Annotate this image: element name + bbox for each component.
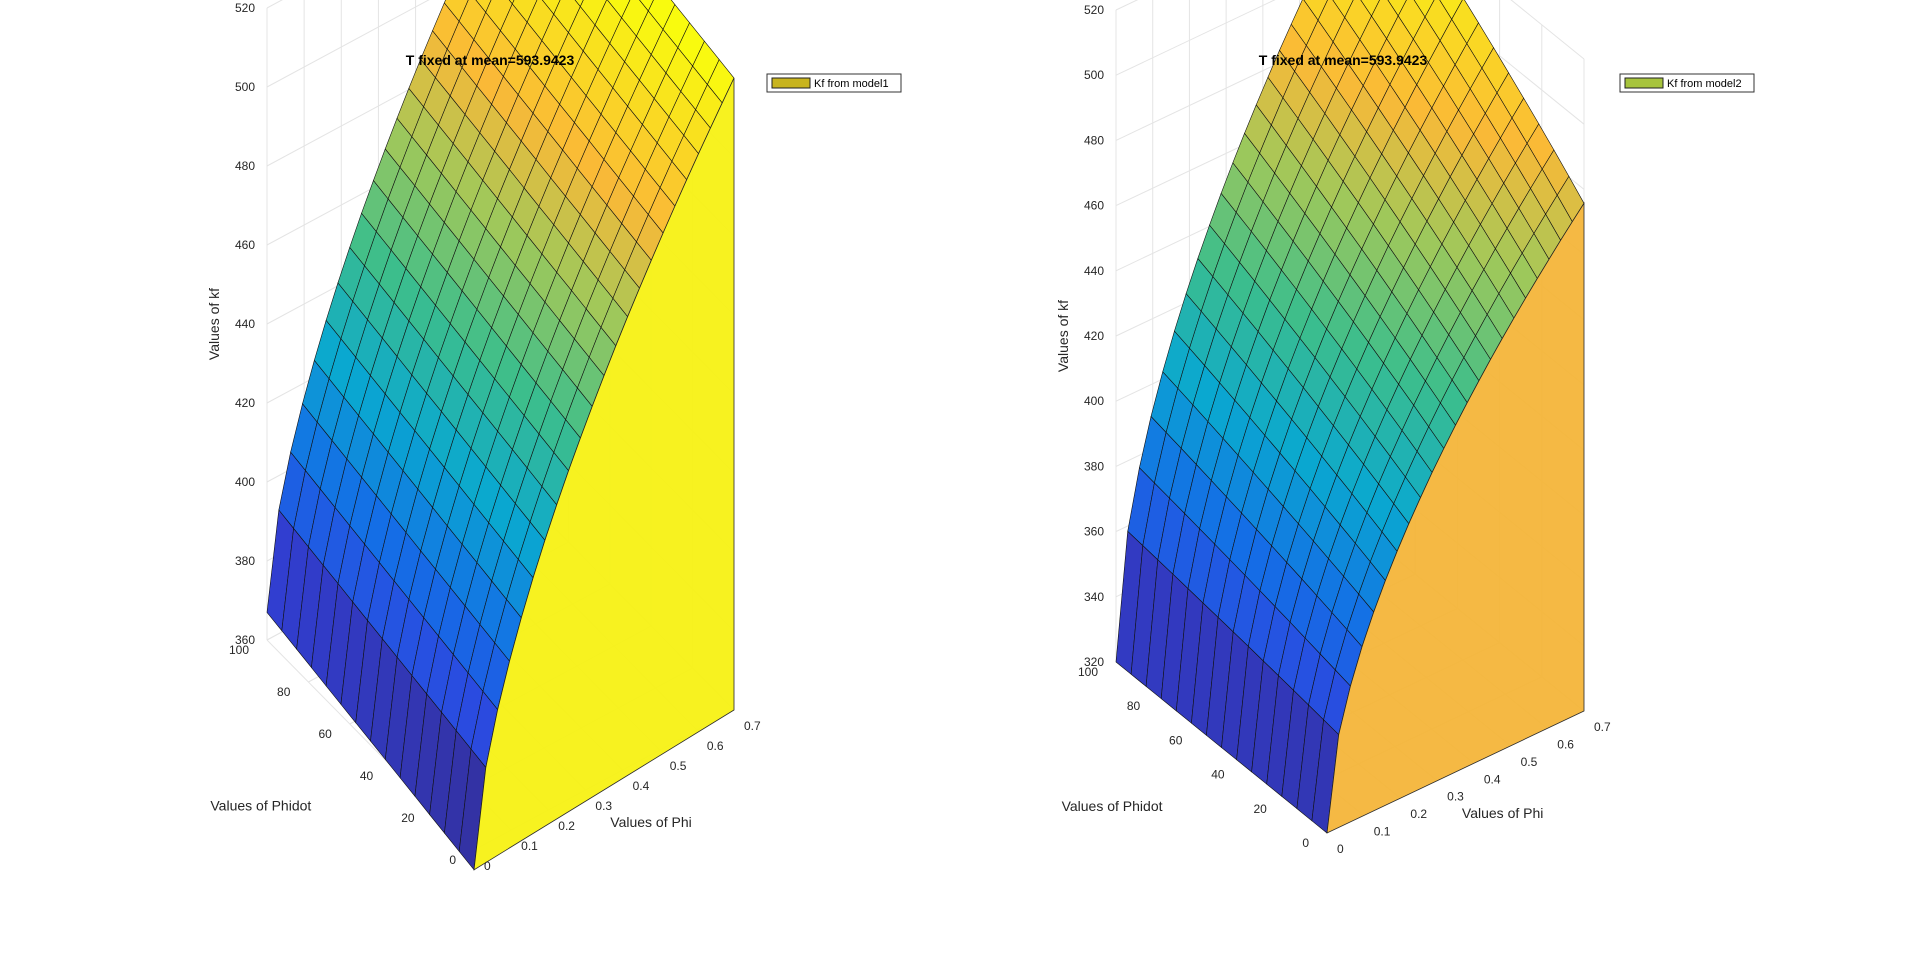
grid-line (1115, 0, 1585, 60)
x-tick-label: 0.5 (670, 759, 687, 773)
x-axis-label: Values of Phi (610, 814, 691, 830)
x-axis-label: Values of Phi (1462, 805, 1543, 821)
x-tick-label: 0.5 (1521, 755, 1538, 769)
z-axis-label: Values of kf (206, 288, 222, 360)
surface[interactable] (266, 0, 735, 871)
z-axis-ticks: 360 380 400 420 440 460 480 500 520 (235, 1, 255, 647)
x-tick-label: 0.7 (1594, 720, 1611, 734)
y-axis-label: Values of Phidot (1062, 798, 1163, 814)
z-tick-label: 320 (1084, 655, 1104, 669)
y-tick-label: 40 (360, 769, 374, 783)
y-axis-ticks: 0 20 40 60 80 100 (1078, 665, 1309, 850)
legend[interactable]: Kf from model1 (766, 73, 902, 93)
x-tick-label: 0.4 (633, 779, 650, 793)
y-tick-label: 20 (1253, 802, 1267, 816)
z-tick-label: 500 (1084, 68, 1104, 82)
y-tick-label: 80 (277, 685, 291, 699)
z-tick-label: 480 (1084, 133, 1104, 147)
x-axis-ticks: 0 0.1 0.2 0.3 0.4 0.5 0.6 0.7 (484, 719, 761, 873)
x-axis-ticks: 0 0.1 0.2 0.3 0.4 0.5 0.6 0.7 (1337, 720, 1611, 856)
x-tick-label: 0.6 (707, 739, 724, 753)
y-tick-label: 40 (1211, 768, 1225, 782)
y-axis-ticks: 0 20 40 60 80 100 (229, 643, 456, 867)
y-axis-label: Values of Phidot (210, 798, 311, 814)
surface-patch (508, 0, 515, 5)
y-tick-label: 0 (1302, 836, 1309, 850)
x-tick-label: 0.3 (595, 799, 612, 813)
z-tick-label: 420 (1084, 329, 1104, 343)
legend-swatch (1624, 77, 1664, 89)
x-tick-label: 0.7 (744, 719, 761, 733)
z-tick-label: 380 (1084, 459, 1104, 473)
z-tick-label: 340 (1084, 590, 1104, 604)
z-tick-label: 360 (235, 633, 255, 647)
legend-label: Kf from model1 (814, 78, 889, 90)
surface-side-face (1326, 201, 1585, 834)
z-tick-label: 520 (1084, 3, 1104, 17)
x-tick-label: 0 (1337, 842, 1344, 856)
z-tick-label: 380 (235, 554, 255, 568)
x-tick-label: 0.6 (1557, 737, 1574, 751)
z-tick-label: 400 (235, 475, 255, 489)
z-tick-label: 440 (235, 317, 255, 331)
z-axis-label: Values of kf (1055, 300, 1071, 372)
z-tick-label: 480 (235, 159, 255, 173)
surface-patch (639, 0, 654, 12)
chart-title: T fixed at mean=593.9423 (1259, 52, 1428, 68)
surface[interactable] (1115, 0, 1585, 834)
y-tick-label: 100 (1078, 665, 1098, 679)
z-tick-label: 360 (1084, 525, 1104, 539)
grid-line (1115, 0, 1585, 125)
z-tick-label: 420 (235, 396, 255, 410)
legend-swatch (771, 77, 811, 89)
chart-title: T fixed at mean=593.9423 (406, 52, 575, 68)
legend[interactable]: Kf from model2 (1619, 73, 1755, 93)
legend-label: Kf from model2 (1667, 78, 1742, 90)
x-tick-label: 0 (484, 859, 491, 873)
x-tick-label: 0.2 (1410, 807, 1427, 821)
x-tick-label: 0.4 (1484, 772, 1501, 786)
z-axis-ticks: 320 340 360 380 400 420 440 460 480 500 520 (1084, 3, 1104, 669)
z-tick-label: 500 (235, 80, 255, 94)
y-tick-label: 60 (318, 727, 332, 741)
x-tick-label: 0.1 (521, 839, 538, 853)
z-tick-label: 460 (235, 238, 255, 252)
z-tick-label: 440 (1084, 264, 1104, 278)
z-tick-label: 520 (235, 1, 255, 15)
surface-patch (574, 0, 584, 8)
y-tick-label: 20 (401, 811, 415, 825)
x-tick-label: 0.2 (558, 819, 575, 833)
z-tick-label: 460 (1084, 199, 1104, 213)
z-tick-label: 400 (1084, 394, 1104, 408)
x-tick-label: 0.1 (1374, 825, 1391, 839)
y-tick-label: 0 (449, 853, 456, 867)
x-tick-label: 0.3 (1447, 790, 1464, 804)
surface-side-face (473, 77, 735, 871)
y-tick-label: 60 (1169, 733, 1183, 747)
y-tick-label: 80 (1127, 699, 1141, 713)
y-tick-label: 100 (229, 643, 249, 657)
